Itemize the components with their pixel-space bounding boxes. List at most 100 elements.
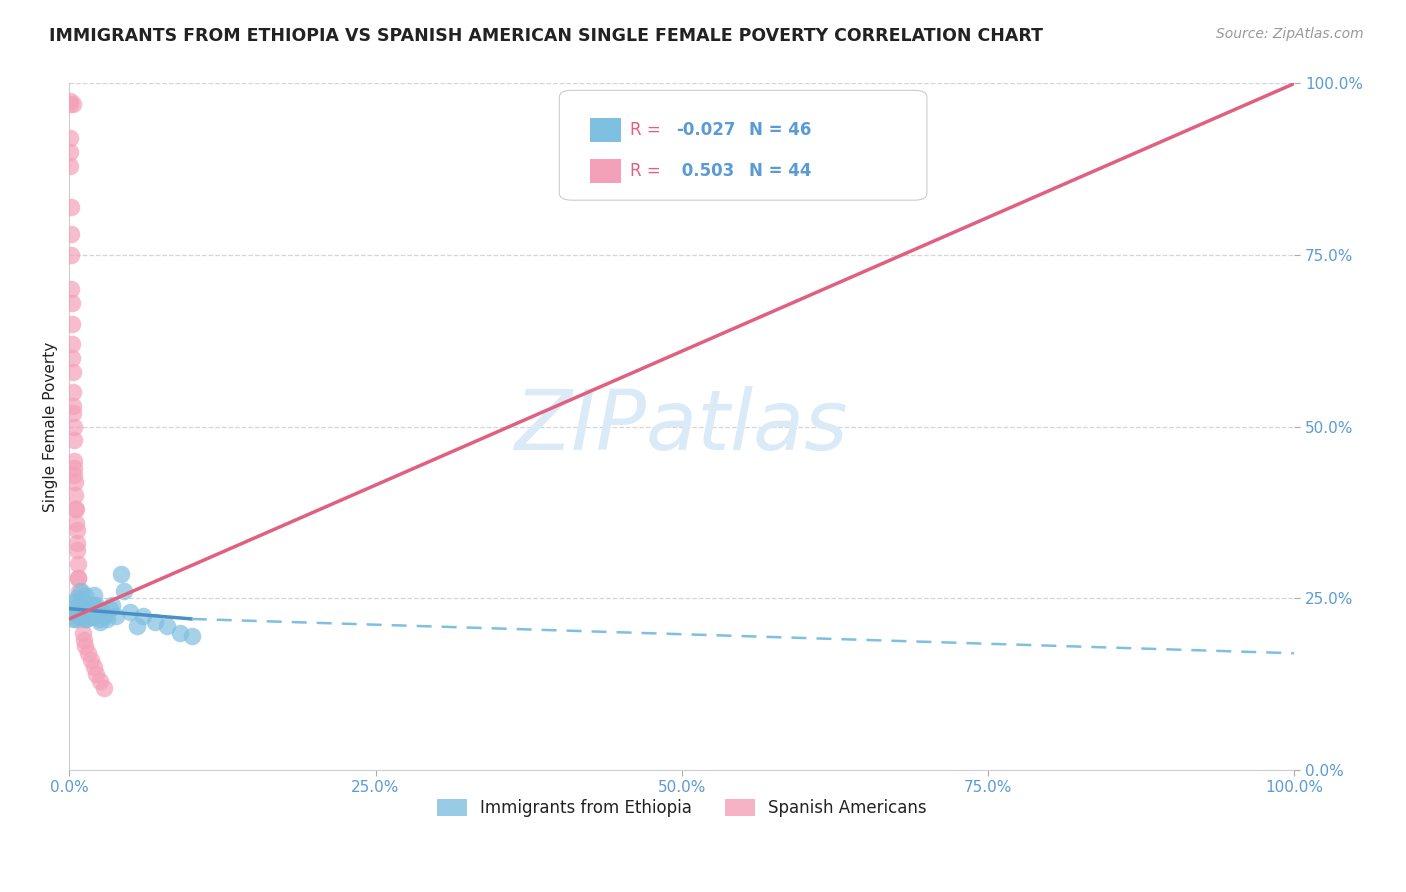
Point <box>180 629 202 643</box>
Y-axis label: Single Female Poverty: Single Female Poverty <box>44 342 58 512</box>
Point <box>65 523 87 537</box>
Point <box>63 454 86 468</box>
Point <box>72 625 94 640</box>
Point <box>66 557 89 571</box>
Point <box>63 434 86 448</box>
Point <box>65 612 87 626</box>
Point <box>84 608 107 623</box>
Point <box>67 584 90 599</box>
Point <box>156 619 179 633</box>
Point <box>87 612 110 626</box>
FancyBboxPatch shape <box>591 159 620 183</box>
Point <box>98 601 121 615</box>
Point <box>66 608 89 623</box>
Text: N = 46: N = 46 <box>749 121 811 139</box>
Point <box>65 605 87 619</box>
Point <box>60 601 83 615</box>
Point <box>62 97 84 112</box>
Point <box>62 601 84 615</box>
Point <box>125 619 148 633</box>
Point <box>76 601 98 615</box>
Point <box>93 681 115 695</box>
Point <box>60 351 83 365</box>
Point <box>79 608 101 623</box>
Point <box>80 605 103 619</box>
Point <box>62 399 84 413</box>
Point <box>69 599 91 613</box>
Point <box>86 601 108 615</box>
Point <box>67 571 90 585</box>
Point <box>60 296 83 310</box>
Text: -0.027: -0.027 <box>676 121 735 139</box>
Point <box>67 599 90 613</box>
FancyBboxPatch shape <box>591 118 620 142</box>
Point <box>104 608 127 623</box>
Point <box>82 599 104 613</box>
Point <box>62 406 84 420</box>
Point <box>60 337 83 351</box>
Text: R =: R = <box>630 121 666 139</box>
Point <box>75 588 97 602</box>
Text: N = 44: N = 44 <box>749 162 811 180</box>
Point <box>59 97 82 112</box>
Point <box>67 608 90 623</box>
Point <box>63 461 86 475</box>
Point <box>60 282 83 296</box>
Point <box>63 488 86 502</box>
Point <box>89 673 111 688</box>
Point <box>60 317 83 331</box>
Point <box>65 502 87 516</box>
Point <box>59 159 82 173</box>
Point <box>84 599 107 613</box>
Point <box>79 608 101 623</box>
Point <box>96 612 118 626</box>
Point <box>65 591 87 606</box>
Point <box>76 646 98 660</box>
Point <box>112 584 135 599</box>
Point <box>110 567 132 582</box>
Point <box>75 612 97 626</box>
Point <box>59 145 82 160</box>
Point <box>62 419 84 434</box>
Point <box>59 131 82 145</box>
Point <box>73 632 96 647</box>
Point <box>75 640 97 654</box>
Point <box>67 571 90 585</box>
Text: R =: R = <box>630 162 666 180</box>
Point <box>70 605 93 619</box>
Point <box>65 516 87 530</box>
Point <box>169 625 191 640</box>
Point <box>94 608 117 623</box>
Legend: Immigrants from Ethiopia, Spanish Americans: Immigrants from Ethiopia, Spanish Americ… <box>430 792 934 823</box>
Point <box>60 248 83 262</box>
Point <box>70 584 93 599</box>
Point <box>63 595 86 609</box>
Point <box>66 543 89 558</box>
Point <box>83 660 105 674</box>
Point <box>60 605 83 619</box>
Point <box>91 605 114 619</box>
Point <box>59 200 82 214</box>
Point <box>72 595 94 609</box>
Text: 0.503: 0.503 <box>676 162 734 180</box>
Point <box>62 385 84 400</box>
Point <box>63 475 86 489</box>
Point <box>80 653 103 667</box>
Text: IMMIGRANTS FROM ETHIOPIA VS SPANISH AMERICAN SINGLE FEMALE POVERTY CORRELATION C: IMMIGRANTS FROM ETHIOPIA VS SPANISH AMER… <box>49 27 1043 45</box>
Point <box>77 599 100 613</box>
Point <box>62 612 84 626</box>
Point <box>63 467 86 482</box>
Text: ZIPatlas: ZIPatlas <box>515 386 849 467</box>
Point <box>143 615 166 630</box>
Point <box>120 605 142 619</box>
Point <box>65 502 87 516</box>
Point <box>83 588 105 602</box>
Point <box>66 536 89 550</box>
Text: Source: ZipAtlas.com: Source: ZipAtlas.com <box>1216 27 1364 41</box>
Point <box>62 365 84 379</box>
Point <box>132 608 155 623</box>
Point <box>73 605 96 619</box>
Point <box>89 615 111 630</box>
Point <box>75 612 97 626</box>
FancyBboxPatch shape <box>560 90 927 200</box>
